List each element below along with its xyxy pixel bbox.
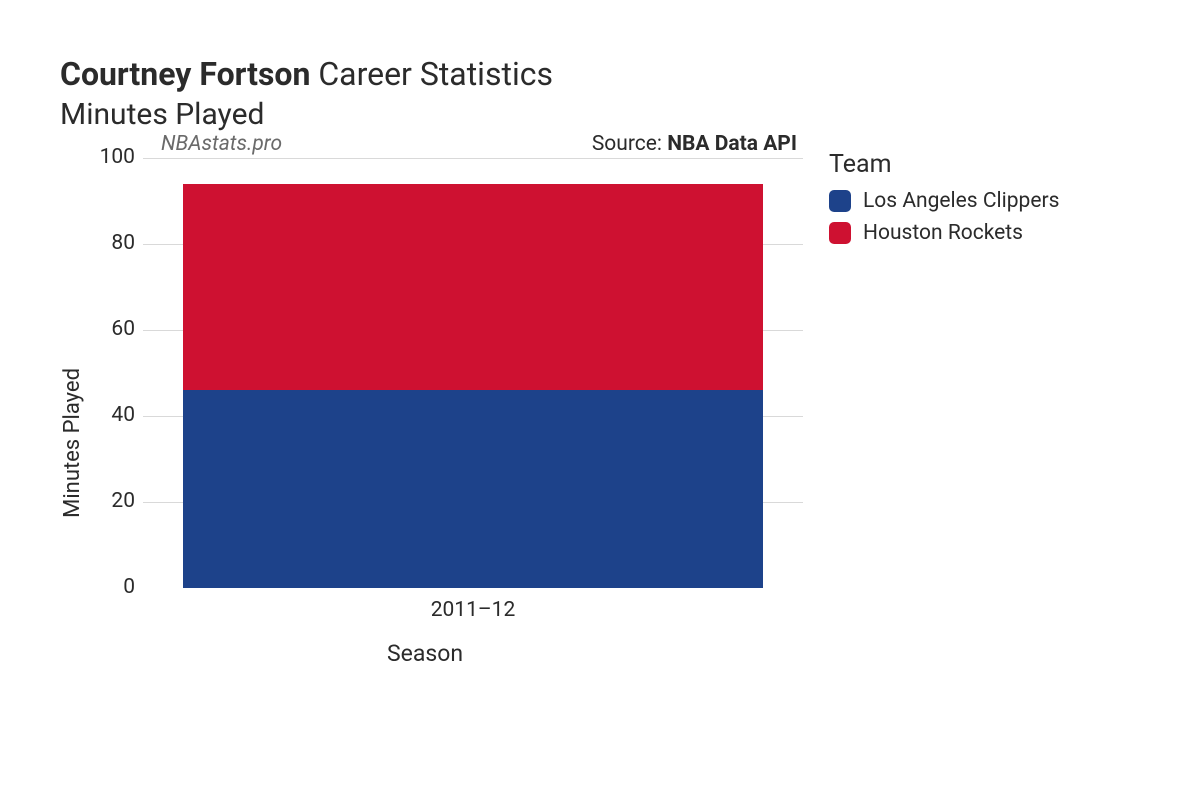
plot-column: 100806040200 NBAstats.pro Source: NBA Da…: [95, 158, 803, 667]
gridline: [143, 158, 803, 159]
x-axis-label: Season: [95, 640, 755, 667]
player-name: Courtney Fortson: [60, 55, 310, 93]
plot-row: Minutes Played 100806040200 NBAstats.pro…: [60, 158, 1160, 667]
legend-swatch: [829, 190, 851, 212]
legend-item: Los Angeles Clippers: [829, 189, 1059, 213]
bar-segment: [183, 390, 764, 588]
x-tick: 2011–12: [143, 598, 803, 622]
legend-item: Houston Rockets: [829, 221, 1059, 245]
y-ticks: 100806040200: [95, 158, 143, 588]
legend-label: Los Angeles Clippers: [863, 189, 1059, 213]
title-line-1: Courtney Fortson Career Statistics: [60, 55, 1160, 93]
source-prefix: Source:: [592, 132, 667, 156]
plot-area: NBAstats.pro Source: NBA Data API: [143, 158, 803, 588]
legend-label: Houston Rockets: [863, 221, 1023, 245]
legend-swatch: [829, 222, 851, 244]
legend-items: Los Angeles Clippers Houston Rockets: [829, 189, 1059, 245]
title-subtitle: Minutes Played: [60, 97, 1160, 132]
watermark: NBAstats.pro: [161, 132, 282, 156]
source-attribution: Source: NBA Data API: [592, 132, 797, 156]
y-axis-label: Minutes Played: [60, 308, 85, 518]
legend-title: Team: [829, 150, 1059, 179]
source-name: NBA Data API: [667, 132, 797, 156]
x-ticks: 2011–12: [143, 598, 803, 622]
title-block: Courtney Fortson Career Statistics Minut…: [60, 55, 1160, 132]
bar-segment: [183, 184, 764, 390]
chart-wrap: 100806040200 NBAstats.pro Source: NBA Da…: [95, 158, 803, 588]
legend: Team Los Angeles Clippers Houston Rockets: [829, 150, 1059, 253]
chart-container: Courtney Fortson Career Statistics Minut…: [60, 55, 1160, 667]
title-suffix: Career Statistics: [318, 55, 553, 93]
bar-stack: [183, 184, 764, 588]
